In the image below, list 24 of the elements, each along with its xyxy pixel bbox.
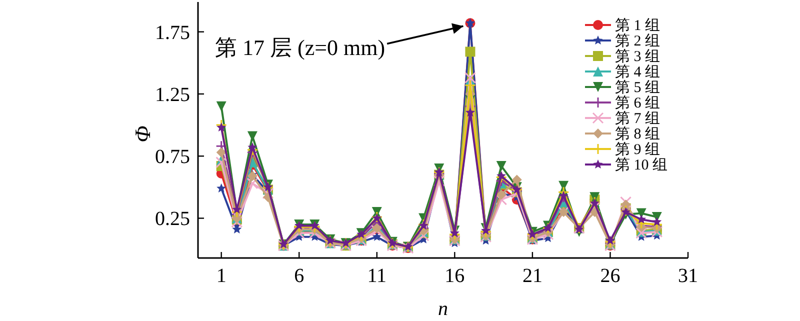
- x-tick-label: 26: [600, 265, 620, 287]
- legend-label: 第 2 组: [615, 32, 660, 50]
- x-tick-label: 31: [678, 265, 698, 287]
- x-tick-label: 21: [522, 265, 542, 287]
- y-tick-label: 1.75: [155, 22, 190, 44]
- x-tick-label: 6: [294, 265, 304, 287]
- legend-label: 第 9 组: [615, 141, 660, 158]
- legend-label: 第 10 组: [615, 156, 668, 174]
- x-tick-label: 11: [367, 265, 387, 287]
- legend-label: 第 8 组: [615, 126, 660, 142]
- legend-label: 第 5 组: [615, 79, 660, 96]
- x-tick-label: 16: [444, 265, 465, 287]
- legend-label: 第 7 组: [615, 110, 660, 127]
- legend-label: 第 1 组: [615, 17, 660, 34]
- y-tick-label: 0.25: [155, 208, 190, 230]
- legend-label: 第 3 组: [615, 48, 660, 65]
- y-tick-label: 1.25: [155, 84, 190, 106]
- legend-label: 第 6 组: [615, 94, 660, 112]
- legend-label: 第 4 组: [615, 64, 660, 80]
- annotation: 第 17 层 (z=0 mm): [215, 35, 386, 60]
- y-axis-title: Φ: [130, 125, 155, 142]
- y-tick-label: 0.75: [155, 146, 190, 168]
- x-tick-label: 1: [216, 265, 226, 287]
- x-axis-title: n: [438, 298, 448, 320]
